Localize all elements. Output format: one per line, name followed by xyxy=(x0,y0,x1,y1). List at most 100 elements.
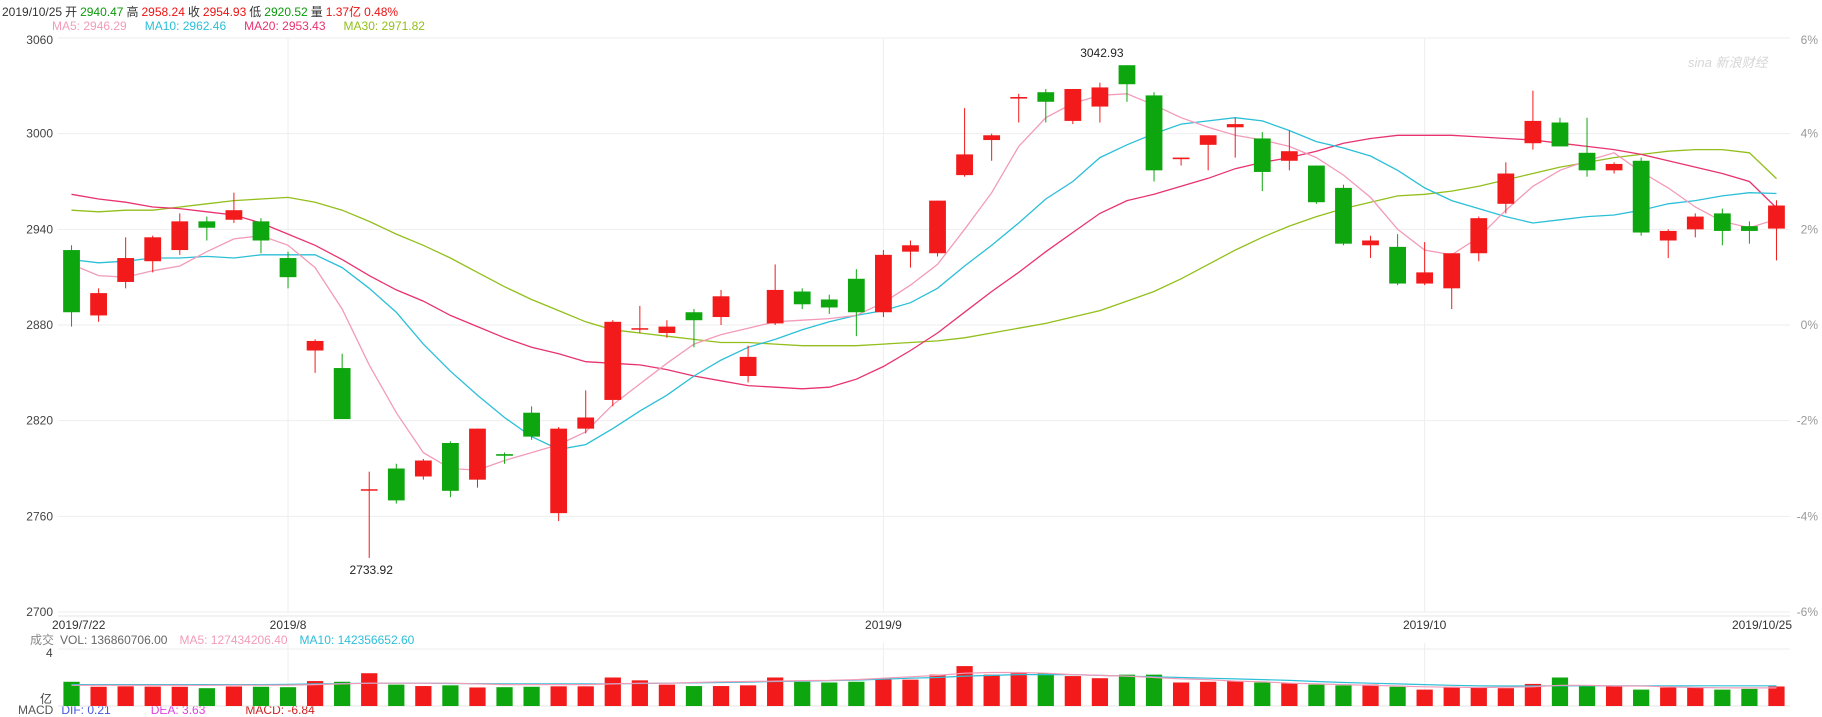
volume-bar xyxy=(306,681,324,706)
y-tick-label: 2820 xyxy=(26,414,53,428)
volume-bar xyxy=(1091,678,1109,706)
volume-bar xyxy=(1037,673,1054,706)
candle-down xyxy=(279,258,297,278)
x-tick-label: 2019/7/22 xyxy=(52,618,106,632)
volume-bar xyxy=(198,688,215,706)
volume-bar xyxy=(252,686,270,706)
candle-up xyxy=(225,210,243,220)
volume-bar xyxy=(1741,688,1758,706)
candle-up xyxy=(1091,87,1109,107)
volume-bar xyxy=(875,678,892,706)
volume-bar xyxy=(1335,685,1352,706)
volume-bar xyxy=(794,681,811,706)
ma10-line xyxy=(71,117,1777,451)
volume-bar xyxy=(442,685,459,706)
candle-up xyxy=(1226,124,1244,128)
volume-bar xyxy=(1660,687,1677,706)
volume-bar xyxy=(63,681,80,706)
volume-bar xyxy=(334,681,351,706)
candle-down xyxy=(1037,92,1055,102)
right-pct-tick-label: -4% xyxy=(1797,509,1819,523)
volume-ma5-line xyxy=(71,671,1777,689)
candle-up xyxy=(1280,151,1298,161)
volume-bar xyxy=(767,677,784,706)
volume-bar xyxy=(144,686,161,706)
volume-bar xyxy=(1281,683,1298,706)
candle-up xyxy=(360,489,378,491)
candle-down xyxy=(793,291,811,305)
candle-up xyxy=(875,254,892,313)
volume-bar xyxy=(1687,687,1704,706)
ma10-legend: MA10: 2962.46 xyxy=(144,19,227,33)
x-tick-label: 2019/10/25 xyxy=(1732,618,1792,632)
candle-up xyxy=(144,237,162,262)
volume-layer xyxy=(63,666,1785,706)
candle-up xyxy=(1064,89,1082,121)
candle-up xyxy=(1524,120,1542,144)
x-tick-label: 2019/8 xyxy=(270,618,307,632)
volume-bar xyxy=(1470,687,1487,706)
volume-bar xyxy=(1416,689,1433,706)
volume-bar xyxy=(1578,685,1596,706)
candle-up xyxy=(1659,230,1677,241)
candle-down xyxy=(1335,187,1352,244)
candle-down xyxy=(1741,226,1758,231)
volume-bar xyxy=(1605,686,1623,706)
candle-up xyxy=(1172,157,1190,160)
candle-up xyxy=(1010,96,1028,99)
volume-bar xyxy=(739,685,757,706)
candle-up xyxy=(712,296,730,318)
volume-bar xyxy=(415,686,432,706)
candle-up xyxy=(550,428,568,514)
right-pct-tick-label: -6% xyxy=(1797,605,1819,619)
volume-value: VOL: 136860706.00 xyxy=(60,633,168,647)
candle-down xyxy=(333,368,351,420)
volume-bar xyxy=(956,666,973,706)
right-pct-tick-label: 2% xyxy=(1801,222,1819,236)
volume-bar xyxy=(712,686,730,706)
candle-down xyxy=(1308,165,1325,203)
candle-down xyxy=(198,221,216,228)
volume-bar xyxy=(631,680,648,706)
candle-up xyxy=(739,356,757,377)
candle-up xyxy=(604,321,622,400)
right-pct-tick-label: -2% xyxy=(1797,414,1819,428)
candle-up xyxy=(171,221,189,251)
volume-bar xyxy=(469,687,486,706)
volume-bar xyxy=(1145,674,1163,706)
volume-bar xyxy=(1497,688,1514,706)
axis-text-layer: 3060 6% 3000 4% 2940 2% 2880 0% 2820 -2% 2760 -4% 27… xyxy=(26,33,1818,632)
header-close-label: 收 xyxy=(187,5,200,19)
candle-down xyxy=(1145,95,1163,171)
ohlc-header: 2019/10/25 开 2940.47 高 2958.24 收 2954.93 低 2920.… xyxy=(2,3,401,20)
right-pct-tick-label: 6% xyxy=(1801,33,1819,47)
volume-bar xyxy=(279,687,297,706)
candle-down xyxy=(1551,122,1569,147)
macd-title: MACD xyxy=(18,703,54,717)
volume-bar xyxy=(821,682,838,706)
candle-down xyxy=(1253,138,1271,172)
volume-bar xyxy=(1551,677,1569,706)
volume-bar xyxy=(1524,683,1542,706)
header-open-label: 开 xyxy=(65,5,78,19)
candle-up xyxy=(90,293,107,316)
candle-up xyxy=(414,460,432,477)
volume-bar xyxy=(523,686,540,706)
header-close: 2954.93 xyxy=(202,5,247,19)
header-low-label: 低 xyxy=(249,5,262,19)
volume-top-tick: 4 xyxy=(46,646,53,660)
candle-up xyxy=(658,326,676,333)
y-tick-label: 2880 xyxy=(26,318,53,332)
volume-bar xyxy=(1010,673,1027,706)
header-change: 0.48% xyxy=(364,5,399,19)
volume-bar xyxy=(90,686,107,706)
volume-bar xyxy=(1443,686,1460,706)
x-tick-label: 2019/9 xyxy=(865,618,902,632)
candle-up xyxy=(902,245,919,252)
candle-down xyxy=(442,442,459,491)
ma20-line xyxy=(71,134,1777,390)
volume-ma10: MA10: 142356652.60 xyxy=(299,633,415,647)
candle-up xyxy=(1199,135,1217,145)
header-vol: 1.37亿 xyxy=(325,5,362,19)
